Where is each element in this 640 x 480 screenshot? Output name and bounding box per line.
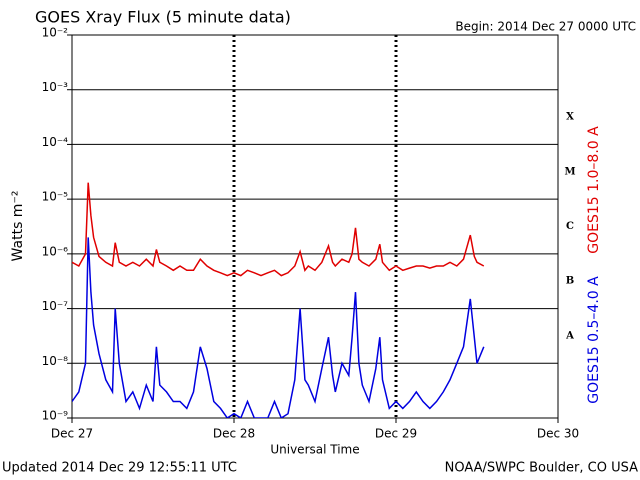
- x-tick-label: Dec 27: [51, 427, 93, 441]
- class-label: X: [566, 112, 574, 123]
- plot-frame: [71, 34, 559, 419]
- y-axis-label: Watts m⁻²: [10, 191, 26, 262]
- legend-entry: GOES15 1.0–8.0 A: [586, 126, 602, 254]
- x-tick-label: Dec 28: [213, 427, 255, 441]
- legend-entry: GOES15 0.5–4.0 A: [586, 276, 602, 404]
- series-line: [72, 237, 485, 418]
- y-tick-label: 10⁻³: [42, 80, 69, 94]
- footer-right: NOAA/SWPC Boulder, CO USA: [445, 461, 638, 476]
- chart-subtitle: Begin: 2014 Dec 27 0000 UTC: [455, 20, 636, 34]
- class-label: C: [566, 221, 574, 232]
- plot-area: [72, 182, 485, 418]
- x-axis-label: Universal Time: [270, 443, 359, 457]
- chart-title: GOES Xray Flux (5 minute data): [35, 8, 291, 27]
- y-tick-label: 10⁻⁹: [42, 409, 69, 423]
- class-label: B: [566, 276, 574, 287]
- y-tick-label: 10⁻⁶: [42, 244, 69, 258]
- y-tick-label: 10⁻⁵: [42, 190, 69, 204]
- class-label: M: [564, 166, 575, 177]
- y-tick-label: 10⁻²: [42, 26, 69, 40]
- x-tick-label: Dec 29: [375, 427, 417, 441]
- series-line: [72, 182, 485, 277]
- class-label: A: [565, 330, 574, 341]
- y-tick-label: 10⁻⁸: [42, 354, 69, 368]
- y-tick-label: 10⁻⁷: [42, 299, 69, 313]
- x-tick-label: Dec 30: [537, 427, 579, 441]
- y-tick-label: 10⁻⁴: [42, 135, 69, 149]
- footer-left: Updated 2014 Dec 29 12:55:11 UTC: [2, 461, 237, 476]
